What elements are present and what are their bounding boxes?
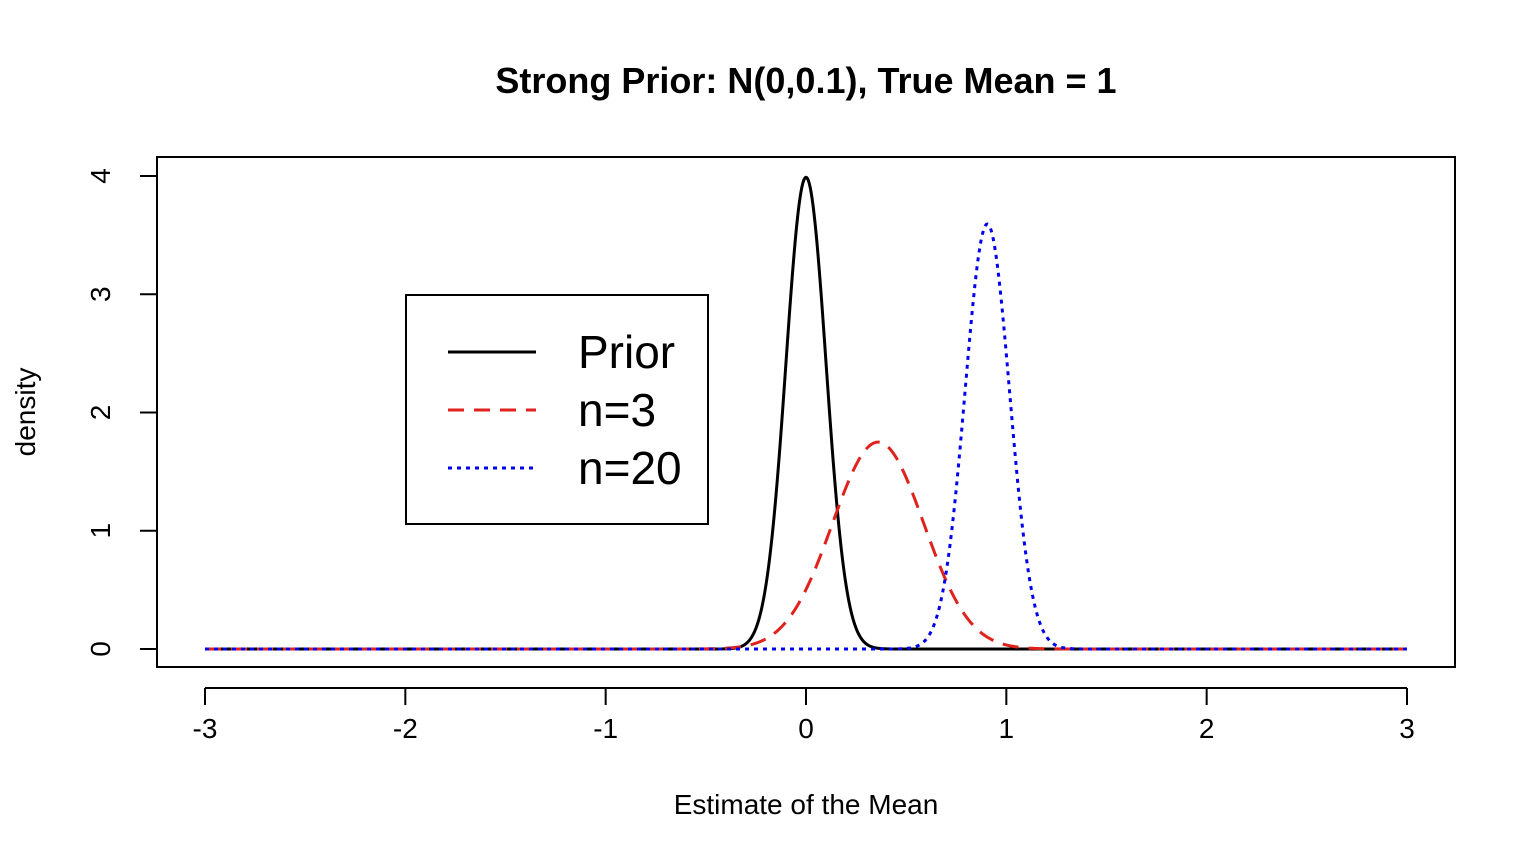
series-line-n-20 [204,222,1408,651]
legend: Prior n=3 n=20 [405,294,709,525]
x-axis-label: Estimate of the Mean [674,789,939,820]
y-tick-label: 0 [85,641,116,657]
x-tick-label: 1 [999,713,1015,744]
series-layer [204,175,1408,651]
y-axis: 0 1 2 3 4 [85,168,158,657]
series-line-prior [204,175,1408,651]
legend-label: n=20 [578,442,682,494]
y-tick-label: 2 [85,405,116,421]
y-tick-label: 1 [85,523,116,539]
y-tick-label: 4 [85,168,116,184]
x-axis: -3 -2 -1 0 1 2 3 [193,687,1415,744]
x-tick-label: -3 [193,713,218,744]
chart-title: Strong Prior: N(0,0.1), True Mean = 1 [495,60,1116,101]
x-tick-label: -1 [593,713,618,744]
x-tick-label: 2 [1199,713,1215,744]
y-axis-label: density [10,368,41,457]
legend-label: n=3 [578,384,656,436]
x-tick-label: -2 [393,713,418,744]
y-tick-label: 3 [85,286,116,302]
x-tick-label: 0 [798,713,814,744]
legend-label: Prior [578,326,675,378]
x-tick-label: 3 [1399,713,1415,744]
series-line-n-3 [204,440,1408,651]
